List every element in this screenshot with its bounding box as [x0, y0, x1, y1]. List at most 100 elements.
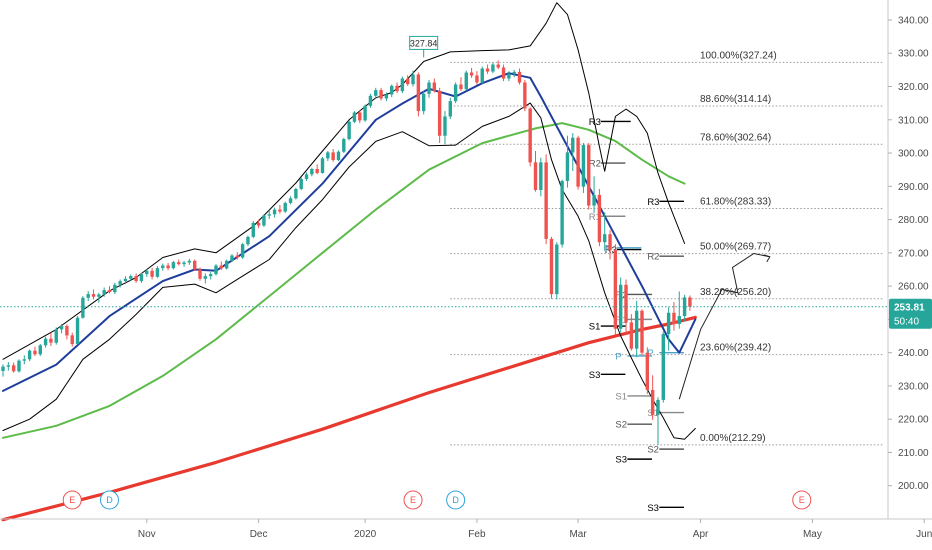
candle-up — [97, 294, 101, 297]
candle-down — [528, 108, 532, 163]
candle-up — [480, 68, 484, 83]
candle-up — [363, 105, 367, 121]
candle-down — [501, 67, 506, 79]
candle-up — [145, 270, 149, 275]
candle-down — [624, 284, 628, 323]
candle-up — [411, 74, 415, 85]
event-marker-circle — [100, 490, 119, 510]
candle-up — [347, 121, 351, 140]
sma-200-line — [1, 315, 697, 522]
projection-arrowhead — [763, 254, 771, 263]
candle-up — [464, 72, 468, 90]
candle-down — [597, 194, 602, 243]
candle-down — [485, 68, 490, 72]
fib-level-label: 88.60%(314.14) — [700, 94, 771, 105]
candle-down — [645, 352, 650, 390]
candle-up — [294, 188, 298, 199]
candle-down — [608, 234, 612, 251]
candle-down — [416, 74, 421, 112]
candle-down — [475, 75, 479, 83]
event-marker-label: E — [410, 495, 416, 505]
event-marker-circle — [792, 490, 812, 510]
candle-up — [666, 312, 671, 335]
candle-down — [437, 90, 442, 136]
price-tick-label: 290.00 — [898, 182, 929, 193]
candle-down — [150, 270, 154, 277]
candle-up — [240, 244, 245, 258]
fib-level-label: 0.00%(212.29) — [700, 433, 766, 444]
candle-up — [187, 260, 192, 263]
price-axis[interactable]: 200.00210.00220.00230.00240.00250.00260.… — [0, 0, 932, 519]
candle-up — [342, 139, 346, 152]
candle-up — [59, 326, 64, 330]
candle-down — [629, 322, 634, 349]
dividend-event-marker[interactable]: D — [446, 490, 466, 510]
event-marker-circle — [446, 490, 466, 510]
candle-down — [219, 265, 224, 269]
fib-level-label: 23.60%(239.42) — [700, 343, 771, 354]
earnings-event-marker[interactable]: E — [792, 490, 812, 510]
fibonacci-retracement[interactable]: 100.00%(327.24) 88.60%(314.14) 78.60%(302.… — [450, 50, 884, 446]
dividend-event-marker[interactable]: D — [100, 490, 119, 510]
candle-down — [523, 82, 527, 109]
time-tick-label: Jun — [916, 529, 932, 540]
candle-up — [453, 84, 458, 102]
candle-up — [592, 194, 596, 206]
fib-level-label: 100.00%(327.24) — [700, 50, 777, 61]
price-tick-label: 270.00 — [898, 248, 929, 259]
candle-up — [326, 152, 330, 159]
candle-up — [507, 73, 511, 79]
candle-down — [576, 137, 580, 187]
pivot-label: P — [647, 348, 653, 359]
candle-up — [565, 152, 570, 181]
countdown-timer: 50:40 — [894, 317, 919, 328]
earnings-event-marker[interactable]: E — [403, 490, 423, 510]
candle-down — [235, 255, 239, 258]
candle-up — [38, 345, 42, 355]
candle-up — [400, 78, 405, 92]
price-tick-label: 310.00 — [898, 115, 929, 126]
candle-down — [70, 335, 74, 345]
candle-down — [613, 250, 618, 329]
projection-drawing[interactable] — [678, 252, 771, 400]
candle-down — [469, 72, 474, 76]
event-marker-circle — [62, 490, 82, 510]
candle-up — [86, 294, 90, 298]
high-price-label: 327.84 — [410, 38, 438, 48]
candle-up — [283, 202, 287, 212]
pivot-label: R2 — [589, 159, 601, 170]
candle-down — [107, 290, 112, 293]
price-tick-label: 220.00 — [898, 415, 929, 426]
candle-up — [310, 169, 314, 175]
candle-up — [75, 317, 80, 345]
candle-down — [278, 209, 282, 212]
candle-up — [43, 338, 48, 346]
candle-up — [539, 162, 543, 190]
projection-path — [678, 252, 770, 400]
candle-up — [368, 95, 373, 106]
candle-up — [208, 274, 213, 277]
earnings-event-marker[interactable]: E — [62, 490, 82, 510]
candle-up — [251, 222, 255, 237]
candle-up — [182, 262, 186, 265]
candle-up — [262, 215, 266, 226]
pivot-label: S2 — [647, 445, 659, 456]
candle-up — [634, 310, 639, 349]
candle-down — [193, 260, 197, 270]
candle-up — [246, 236, 250, 245]
candle-down — [65, 326, 69, 336]
candle-down — [549, 238, 554, 295]
bollinger-lower-band — [2, 102, 696, 440]
candle-down — [544, 162, 548, 239]
candle-up — [123, 278, 128, 282]
time-tick-label: Dec — [250, 529, 268, 540]
candle-down — [91, 294, 96, 297]
last-price-value: 253.81 — [894, 303, 925, 314]
pivot-label: R2 — [647, 252, 659, 263]
time-axis[interactable]: Nov Dec 2020 Feb Mar Apr May Jun — [0, 518, 932, 540]
candle-up — [491, 64, 495, 72]
candle-up — [374, 90, 378, 96]
